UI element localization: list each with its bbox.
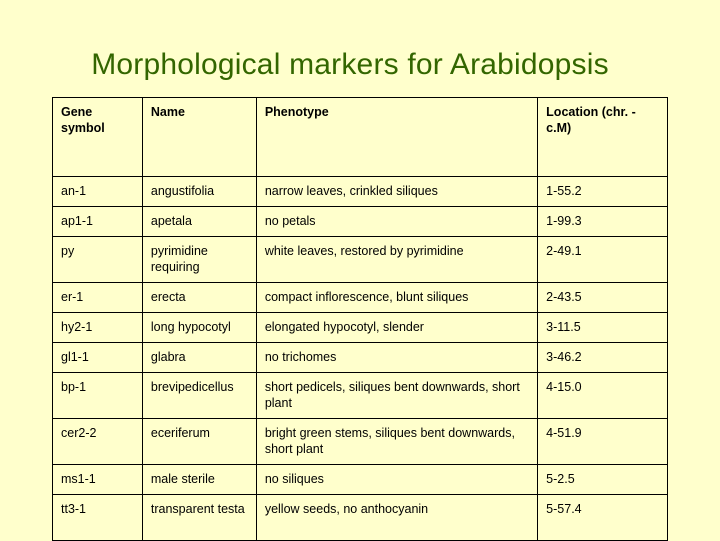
cell-name: apetala	[141, 206, 257, 237]
table-row: ms1-1 male sterile no siliques 5-2.5	[52, 464, 668, 495]
cell-location: 1-99.3	[537, 206, 668, 237]
table-row: cer2-2 eceriferum bright green stems, si…	[52, 418, 668, 465]
header-gene-symbol: Gene symbol	[52, 97, 143, 177]
cell-phenotype: short pedicels, siliques bent downwards,…	[255, 372, 539, 419]
table-row: bp-1 brevipedicellus short pedicels, sil…	[52, 372, 668, 419]
cell-name: eceriferum	[141, 418, 257, 465]
cell-phenotype: white leaves, restored by pyrimidine	[255, 236, 539, 283]
table-row: hy2-1 long hypocotyl elongated hypocotyl…	[52, 312, 668, 343]
table-row: py pyrimidine requiring white leaves, re…	[52, 236, 668, 283]
cell-phenotype: elongated hypocotyl, slender	[255, 312, 539, 343]
cell-phenotype: narrow leaves, crinkled siliques	[255, 176, 539, 207]
cell-location: 2-49.1	[537, 236, 668, 283]
cell-phenotype: bright green stems, siliques bent downwa…	[255, 418, 539, 465]
cell-gene-symbol: ap1-1	[52, 206, 143, 237]
cell-location: 3-11.5	[537, 312, 668, 343]
cell-name: transparent testa	[141, 494, 257, 541]
cell-location: 5-57.4	[537, 494, 668, 541]
header-location: Location (chr. - c.M)	[537, 97, 668, 177]
cell-name: erecta	[141, 282, 257, 313]
cell-location: 4-51.9	[537, 418, 668, 465]
cell-name: glabra	[141, 342, 257, 373]
cell-phenotype: no trichomes	[255, 342, 539, 373]
page-title: Morphological markers for Arabidopsis	[91, 48, 609, 81]
cell-name: pyrimidine requiring	[141, 236, 257, 283]
markers-table: Gene symbol Name Phenotype Location (chr…	[52, 97, 668, 541]
header-phenotype: Phenotype	[255, 97, 539, 177]
cell-location: 2-43.5	[537, 282, 668, 313]
cell-gene-symbol: gl1-1	[52, 342, 143, 373]
table-header-row: Gene symbol Name Phenotype Location (chr…	[52, 97, 668, 177]
cell-phenotype: yellow seeds, no anthocyanin	[255, 494, 539, 541]
cell-location: 5-2.5	[537, 464, 668, 495]
table-row: gl1-1 glabra no trichomes 3-46.2	[52, 342, 668, 373]
cell-gene-symbol: er-1	[52, 282, 143, 313]
cell-name: brevipedicellus	[141, 372, 257, 419]
cell-name: angustifolia	[141, 176, 257, 207]
cell-gene-symbol: bp-1	[52, 372, 143, 419]
header-name: Name	[141, 97, 257, 177]
cell-location: 4-15.0	[537, 372, 668, 419]
table-row: an-1 angustifolia narrow leaves, crinkle…	[52, 176, 668, 207]
cell-gene-symbol: an-1	[52, 176, 143, 207]
cell-gene-symbol: tt3-1	[52, 494, 143, 541]
cell-gene-symbol: py	[52, 236, 143, 283]
cell-gene-symbol: cer2-2	[52, 418, 143, 465]
table-row: tt3-1 transparent testa yellow seeds, no…	[52, 494, 668, 541]
cell-phenotype: no siliques	[255, 464, 539, 495]
cell-phenotype: no petals	[255, 206, 539, 237]
cell-gene-symbol: hy2-1	[52, 312, 143, 343]
cell-name: long hypocotyl	[141, 312, 257, 343]
cell-location: 1-55.2	[537, 176, 668, 207]
table-row: ap1-1 apetala no petals 1-99.3	[52, 206, 668, 237]
cell-location: 3-46.2	[537, 342, 668, 373]
cell-phenotype: compact inflorescence, blunt siliques	[255, 282, 539, 313]
table-row: er-1 erecta compact inflorescence, blunt…	[52, 282, 668, 313]
cell-gene-symbol: ms1-1	[52, 464, 143, 495]
cell-name: male sterile	[141, 464, 257, 495]
